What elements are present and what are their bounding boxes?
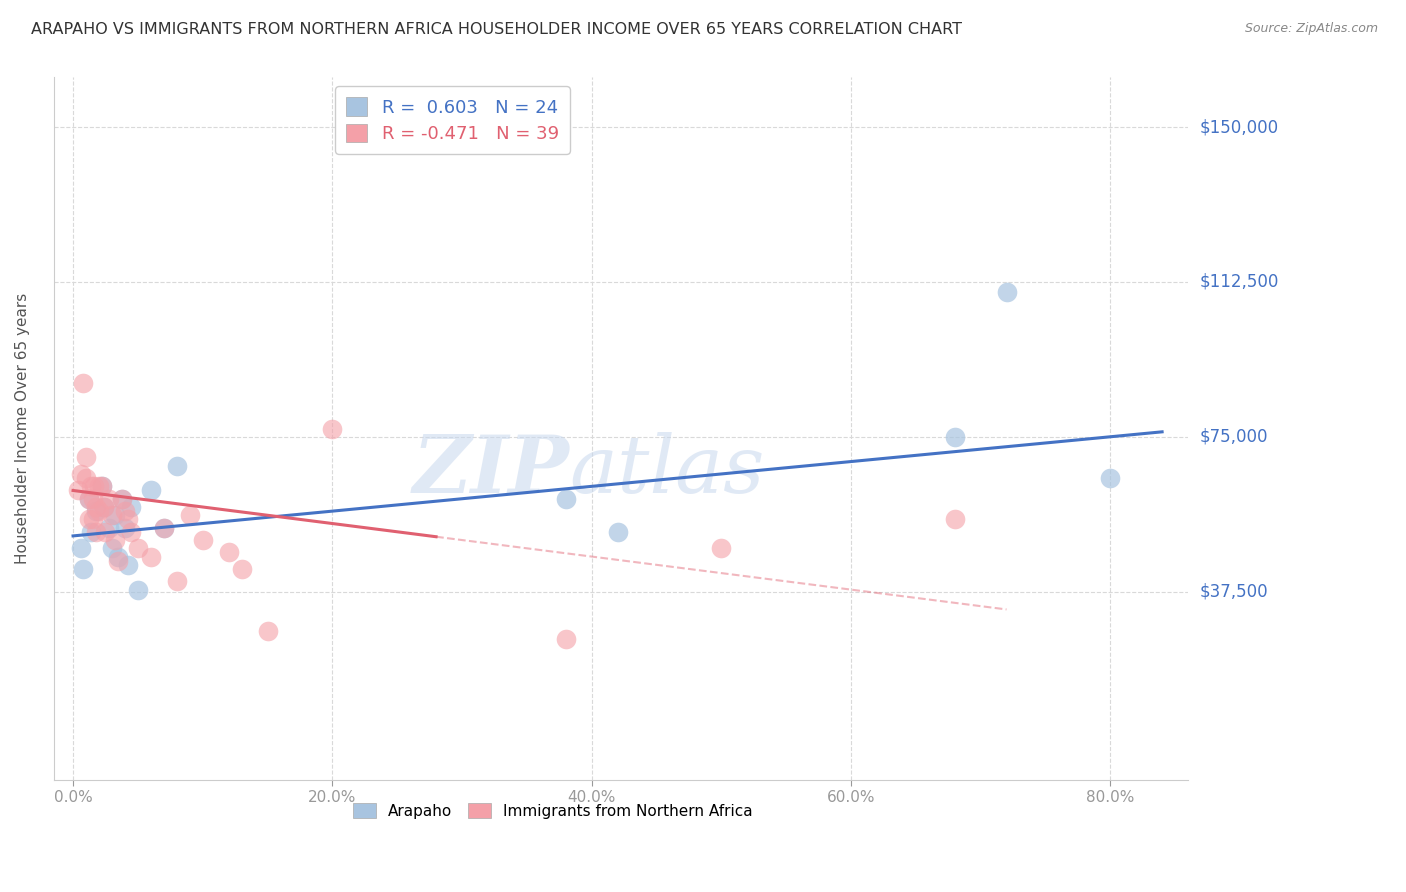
Point xyxy=(120,524,142,539)
Point xyxy=(153,521,176,535)
Y-axis label: Householder Income Over 65 years: Householder Income Over 65 years xyxy=(15,293,30,564)
Point xyxy=(218,545,240,559)
Point xyxy=(103,533,125,547)
Point xyxy=(1099,471,1122,485)
Point xyxy=(231,562,253,576)
Text: Source: ZipAtlas.com: Source: ZipAtlas.com xyxy=(1244,22,1378,36)
Point xyxy=(120,500,142,514)
Text: ZIP: ZIP xyxy=(413,432,569,509)
Point xyxy=(69,467,91,481)
Point xyxy=(83,479,105,493)
Point xyxy=(166,574,188,589)
Point xyxy=(93,500,115,514)
Point xyxy=(114,521,136,535)
Point xyxy=(710,541,733,556)
Text: $75,000: $75,000 xyxy=(1199,428,1268,446)
Text: $37,500: $37,500 xyxy=(1199,582,1268,600)
Point xyxy=(90,479,112,493)
Point xyxy=(82,512,104,526)
Point xyxy=(77,512,100,526)
Point xyxy=(67,483,90,498)
Point xyxy=(98,491,121,506)
Point xyxy=(139,549,162,564)
Point xyxy=(153,521,176,535)
Point xyxy=(943,430,966,444)
Point xyxy=(111,491,134,506)
Point xyxy=(117,512,139,526)
Point xyxy=(98,521,121,535)
Point xyxy=(86,524,108,539)
Point xyxy=(101,508,124,523)
Point xyxy=(179,508,201,523)
Text: atlas: atlas xyxy=(569,432,765,509)
Point xyxy=(166,458,188,473)
Point xyxy=(77,491,100,506)
Point xyxy=(606,524,628,539)
Text: ARAPAHO VS IMMIGRANTS FROM NORTHERN AFRICA HOUSEHOLDER INCOME OVER 65 YEARS CORR: ARAPAHO VS IMMIGRANTS FROM NORTHERN AFRI… xyxy=(31,22,962,37)
Point xyxy=(94,524,117,539)
Point xyxy=(127,582,149,597)
Point xyxy=(117,558,139,572)
Point xyxy=(103,508,125,523)
Point xyxy=(256,624,278,638)
Text: $112,500: $112,500 xyxy=(1199,273,1278,291)
Point xyxy=(554,632,576,647)
Point xyxy=(93,500,115,514)
Point xyxy=(107,554,129,568)
Point xyxy=(114,504,136,518)
Point xyxy=(86,500,108,514)
Point xyxy=(80,524,103,539)
Point xyxy=(127,541,149,556)
Point xyxy=(86,504,108,518)
Text: $150,000: $150,000 xyxy=(1199,118,1278,136)
Point xyxy=(101,541,124,556)
Point xyxy=(69,541,91,556)
Point xyxy=(72,376,94,390)
Point xyxy=(87,479,110,493)
Point xyxy=(111,491,134,506)
Point xyxy=(77,491,100,506)
Point xyxy=(90,479,112,493)
Point xyxy=(75,471,97,485)
Point xyxy=(80,479,103,493)
Point xyxy=(995,285,1018,300)
Point xyxy=(107,549,129,564)
Point xyxy=(554,491,576,506)
Point xyxy=(75,450,97,465)
Point xyxy=(72,562,94,576)
Point xyxy=(321,421,343,435)
Point xyxy=(191,533,214,547)
Point xyxy=(139,483,162,498)
Legend: Arapaho, Immigrants from Northern Africa: Arapaho, Immigrants from Northern Africa xyxy=(347,797,759,824)
Point xyxy=(82,491,104,506)
Point xyxy=(87,504,110,518)
Point xyxy=(943,512,966,526)
